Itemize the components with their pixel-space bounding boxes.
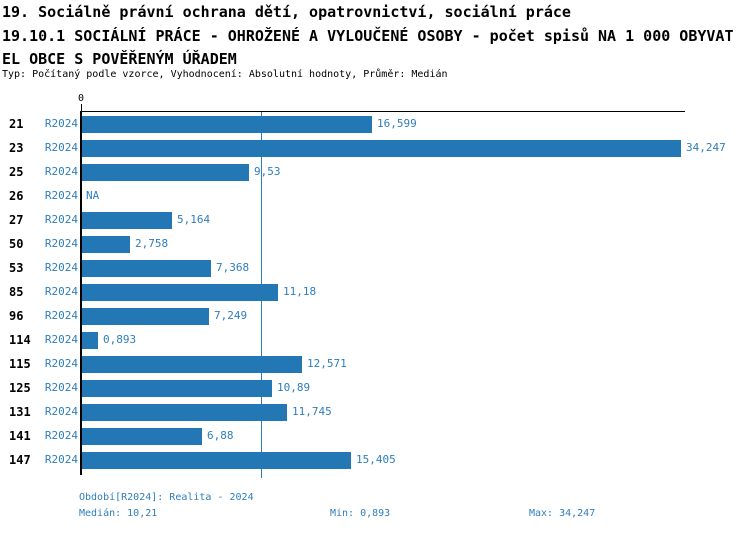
row-series-label: R2024 <box>44 405 78 418</box>
report-title-line3: EL OBCE S POVĚŘENÝM ÚŘADEM <box>2 50 237 68</box>
row-category-label: 85 <box>9 285 24 299</box>
row-value-label: 16,599 <box>377 117 417 130</box>
footer-period: Období[R2024]: Realita - 2024 <box>79 492 254 503</box>
row-series-label: R2024 <box>44 429 78 442</box>
row-category-label: 25 <box>9 165 24 179</box>
footer-min: Min: 0,893 <box>330 508 391 519</box>
row-value-label: 0,893 <box>103 333 137 346</box>
row-series-label: R2024 <box>44 141 78 154</box>
row-value-label: 2,758 <box>135 237 169 250</box>
bar <box>82 428 202 445</box>
report-title-line2: 19.10.1 SOCIÁLNÍ PRÁCE - OHROŽENÉ A VYLO… <box>2 27 734 45</box>
chart-row: 50 R2024 2,758 <box>0 232 750 256</box>
row-series-label: R2024 <box>44 165 78 178</box>
row-series-label: R2024 <box>44 381 78 394</box>
footer-median: Medián: 10,21 <box>79 508 158 519</box>
row-category-label: 96 <box>9 309 24 323</box>
row-value-label: 34,247 <box>686 141 726 154</box>
row-series-label: R2024 <box>44 309 78 322</box>
row-series-label: R2024 <box>44 213 78 226</box>
bar <box>82 116 372 133</box>
row-value-label: 12,571 <box>307 357 347 370</box>
row-value-label: 11,18 <box>283 285 317 298</box>
row-value-label: 10,89 <box>277 381 311 394</box>
row-series-label: R2024 <box>44 453 78 466</box>
bar <box>82 164 249 181</box>
row-value-label: 6,88 <box>207 429 234 442</box>
row-category-label: 53 <box>9 261 24 275</box>
row-category-label: 23 <box>9 141 24 155</box>
row-value-label: 15,405 <box>356 453 396 466</box>
chart-row: 23 R2024 34,247 <box>0 136 750 160</box>
chart-row: 125 R2024 10,89 <box>0 376 750 400</box>
report-title-line1: 19. Sociálně právní ochrana dětí, opatro… <box>2 3 571 21</box>
bar <box>82 332 98 349</box>
row-value-label: NA <box>86 189 100 202</box>
footer-max: Max: 34,247 <box>529 508 596 519</box>
row-value-label: 11,745 <box>292 405 332 418</box>
row-category-label: 50 <box>9 237 24 251</box>
row-category-label: 147 <box>9 453 31 467</box>
chart-row: 147 R2024 15,405 <box>0 448 750 472</box>
chart-row: 115 R2024 12,571 <box>0 352 750 376</box>
row-value-label: 5,164 <box>177 213 211 226</box>
row-category-label: 115 <box>9 357 31 371</box>
bar <box>82 284 278 301</box>
chart-row: 27 R2024 5,164 <box>0 208 750 232</box>
bar <box>82 236 130 253</box>
chart-row: 96 R2024 7,249 <box>0 304 750 328</box>
row-series-label: R2024 <box>44 117 78 130</box>
row-category-label: 27 <box>9 213 24 227</box>
row-category-label: 131 <box>9 405 31 419</box>
bar <box>82 452 351 469</box>
chart-row: 25 R2024 9,53 <box>0 160 750 184</box>
row-series-label: R2024 <box>44 285 78 298</box>
bar <box>82 404 287 421</box>
row-series-label: R2024 <box>44 261 78 274</box>
bar <box>82 260 211 277</box>
row-category-label: 125 <box>9 381 31 395</box>
bar <box>82 140 681 157</box>
x-axis-zero-tick-mark <box>81 104 82 111</box>
x-axis-zero-tick-label: 0 <box>77 93 85 104</box>
chart-row: 53 R2024 7,368 <box>0 256 750 280</box>
row-value-label: 7,249 <box>214 309 248 322</box>
chart-row: 85 R2024 11,18 <box>0 280 750 304</box>
report-meta-line: Typ: Počítaný podle vzorce, Vyhodnocení:… <box>2 69 448 80</box>
row-category-label: 26 <box>9 189 24 203</box>
bar <box>82 212 172 229</box>
row-category-label: 141 <box>9 429 31 443</box>
row-series-label: R2024 <box>44 237 78 250</box>
chart-row: 114 R2024 0,893 <box>0 328 750 352</box>
chart-rows: 21 R2024 16,599 23 R2024 34,247 25 R2024 9,53 26 R… <box>0 112 750 476</box>
chart-row: 26 R2024 NA <box>0 184 750 208</box>
y-axis-line <box>80 111 82 475</box>
bar <box>82 356 302 373</box>
bar <box>82 380 272 397</box>
row-category-label: 21 <box>9 117 24 131</box>
chart-row: 131 R2024 11,745 <box>0 400 750 424</box>
row-series-label: R2024 <box>44 357 78 370</box>
row-value-label: 7,368 <box>216 261 250 274</box>
row-category-label: 114 <box>9 333 31 347</box>
chart-row: 21 R2024 16,599 <box>0 112 750 136</box>
chart-row: 141 R2024 6,88 <box>0 424 750 448</box>
x-axis-line <box>80 111 685 112</box>
bar <box>82 308 209 325</box>
row-value-label: 9,53 <box>254 165 281 178</box>
row-series-label: R2024 <box>44 333 78 346</box>
row-series-label: R2024 <box>44 189 78 202</box>
